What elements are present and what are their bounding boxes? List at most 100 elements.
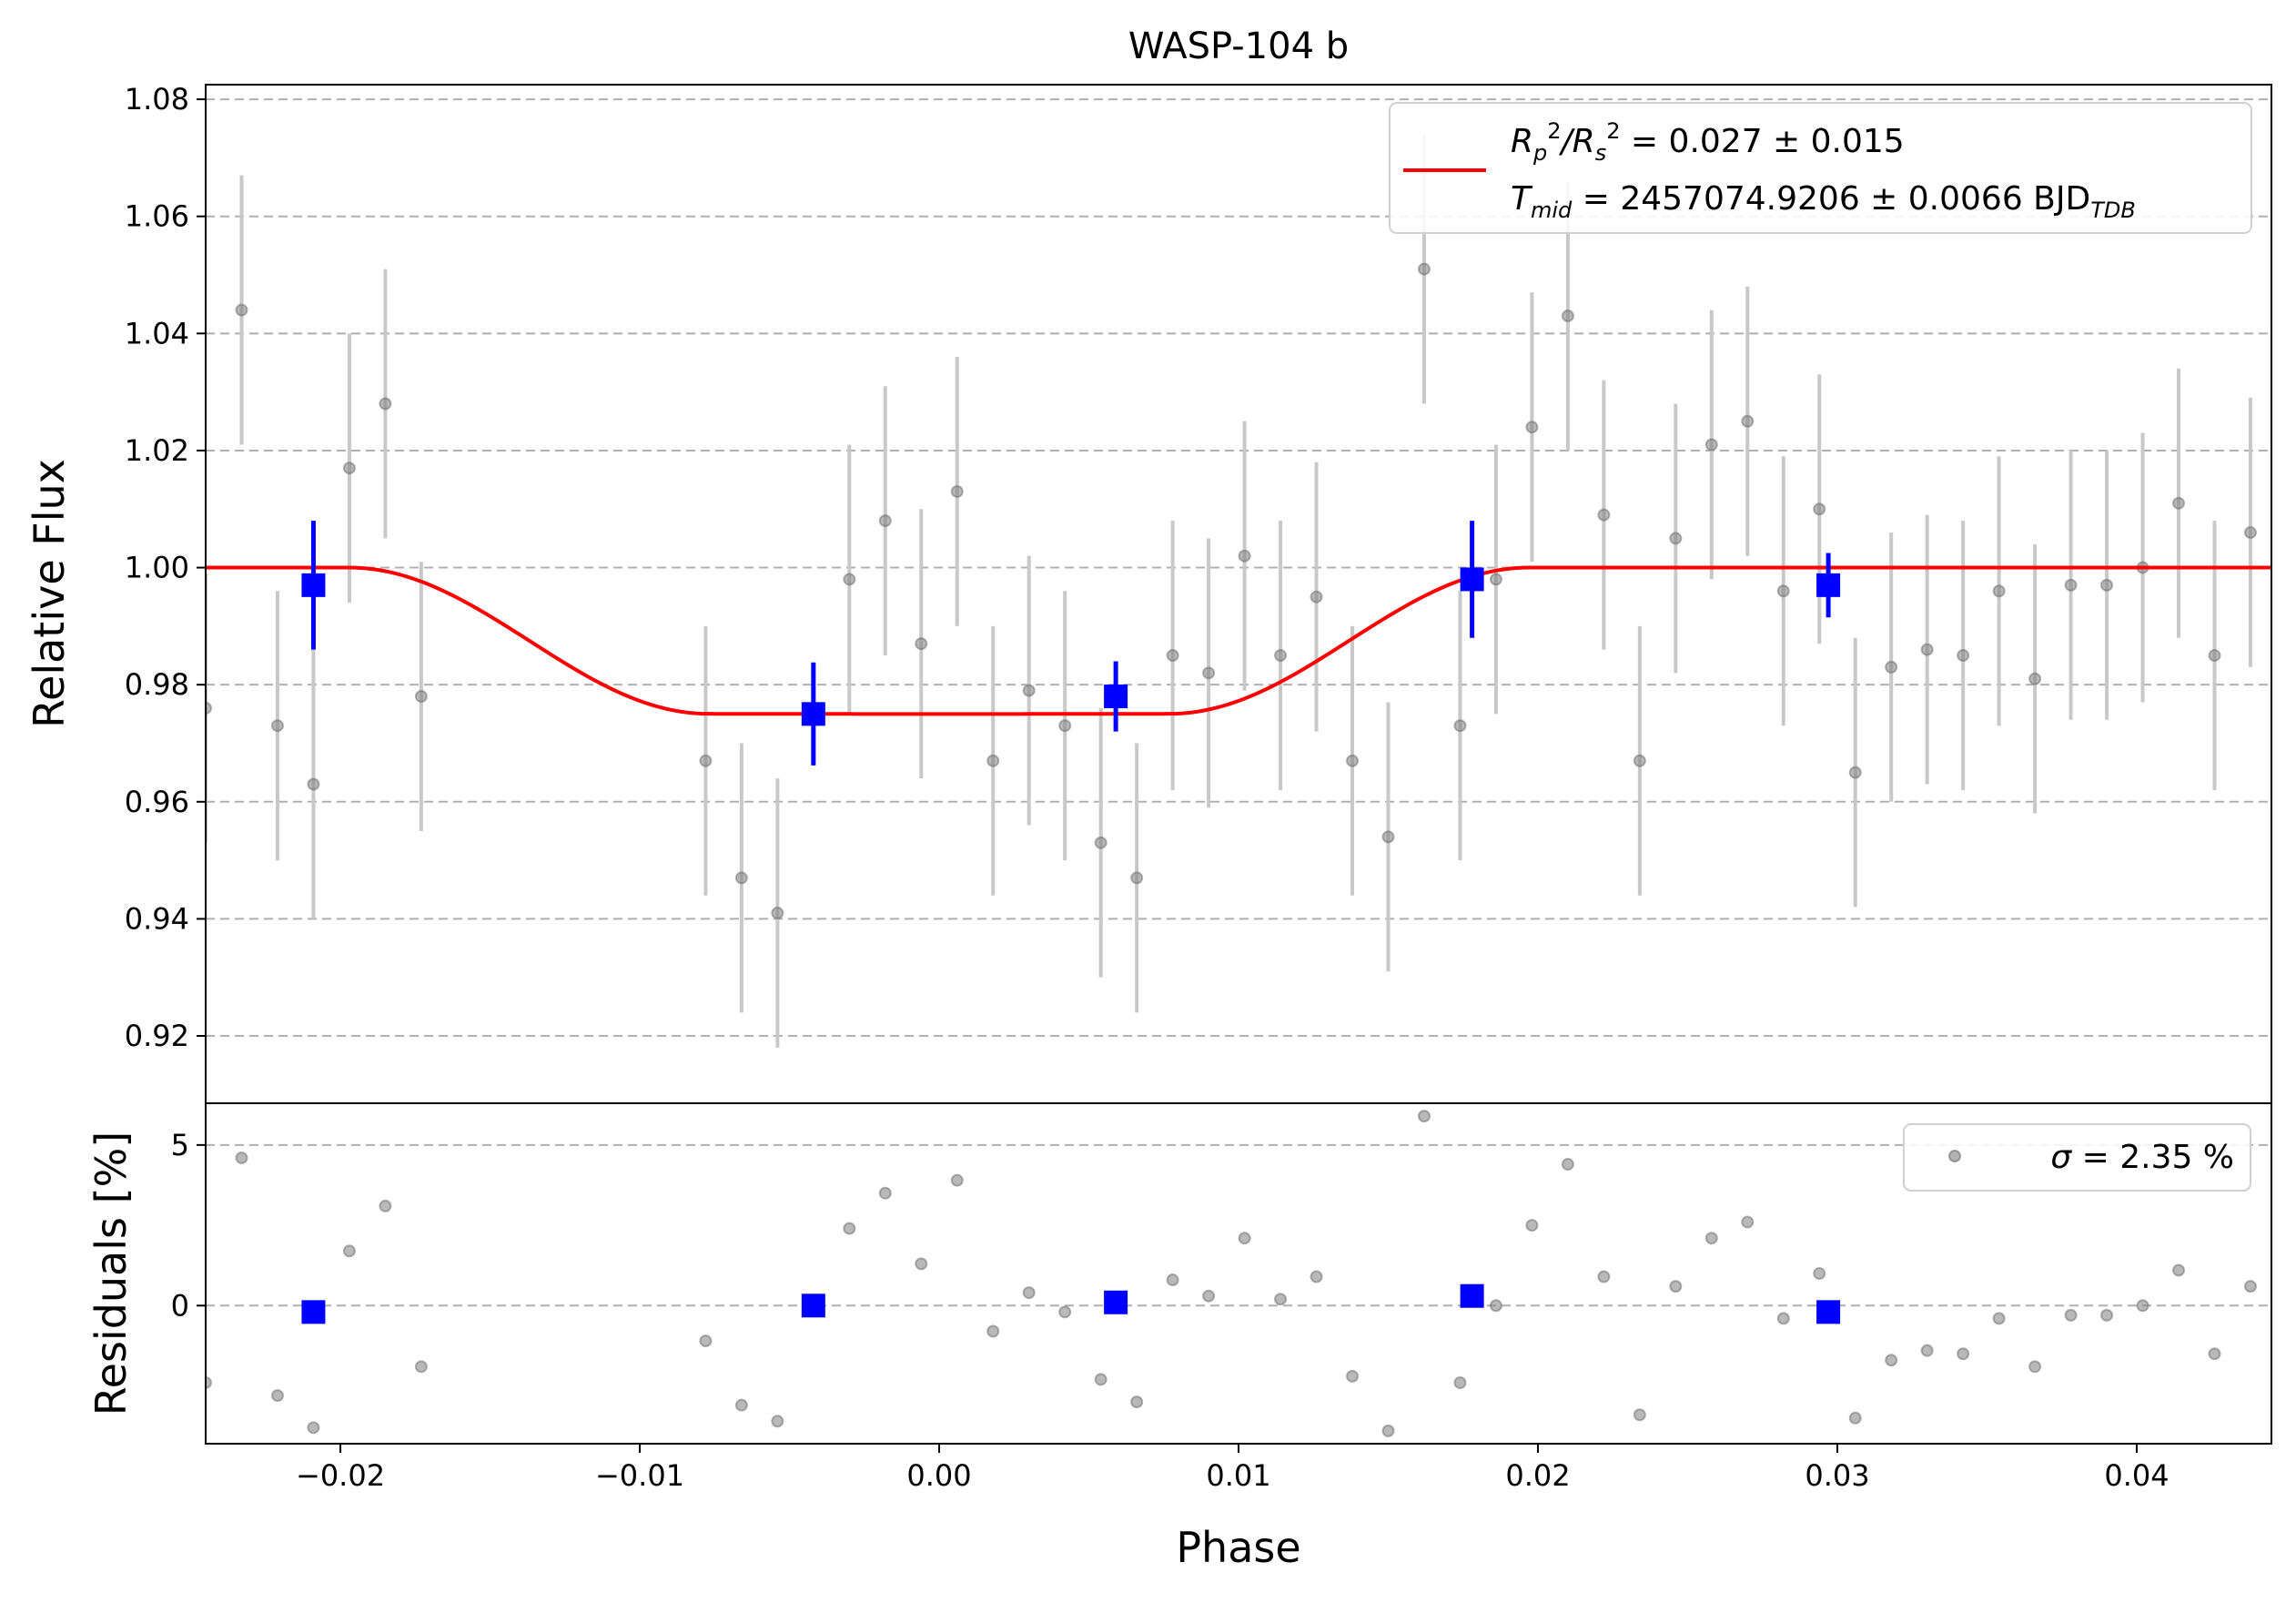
x-tick-label: 0.01 — [1206, 1458, 1270, 1493]
binned-point — [1816, 573, 1841, 597]
raw-point — [2028, 672, 2042, 685]
raw-point — [379, 397, 392, 411]
residual-point — [379, 1199, 392, 1212]
residual-point — [1417, 1110, 1431, 1123]
residual-point — [734, 1398, 748, 1412]
residual-point — [2208, 1347, 2221, 1361]
residual-point — [1453, 1375, 1467, 1389]
raw-point — [843, 573, 856, 586]
binned-residual-point — [301, 1300, 326, 1324]
top-y-tick-label: 0.96 — [125, 785, 189, 819]
residual-points — [206, 1110, 2291, 1437]
binned-residual-point — [1460, 1283, 1484, 1308]
raw-point — [307, 777, 320, 791]
residual-point — [1094, 1373, 1108, 1386]
raw-point — [1022, 684, 1036, 697]
raw-point — [1633, 754, 1646, 767]
residual-point — [1992, 1312, 2006, 1325]
raw-point — [1274, 649, 1288, 663]
x-ticks: −0.02 −0.01 0.00 0.01 0.02 0.03 0.04 — [296, 1444, 2170, 1493]
raw-point — [2243, 525, 2257, 539]
residual-point — [986, 1324, 1000, 1338]
binned-residual-point — [801, 1294, 825, 1318]
raw-point — [1417, 262, 1431, 276]
residual-point — [1633, 1408, 1646, 1422]
residual-point — [342, 1244, 356, 1258]
residual-point — [1848, 1411, 1862, 1425]
residual-point — [2064, 1308, 2078, 1322]
residual-point — [1058, 1305, 1072, 1319]
raw-point — [1669, 532, 1683, 545]
legend-tmid-text: Tmid = 2457074.9206 ± 0.0066 BJDTDB — [1511, 180, 2136, 223]
bottom-y-tick-label: 0 — [171, 1288, 189, 1323]
residual-point — [1669, 1280, 1683, 1294]
raw-point — [1992, 584, 2006, 598]
residual-point — [1022, 1286, 1036, 1300]
top-legend-box — [1389, 102, 2252, 234]
raw-point — [915, 637, 928, 651]
binned-residual-points — [301, 1283, 1841, 1324]
raw-point — [1094, 836, 1108, 849]
raw-point — [878, 514, 892, 528]
legend-residual-marker — [1948, 1150, 1961, 1162]
residual-point — [1885, 1354, 1898, 1367]
residual-point — [1346, 1369, 1360, 1383]
binned-residual-point — [1104, 1290, 1128, 1314]
residual-point — [1274, 1293, 1288, 1306]
bottom-legend: σ = 2.35 % — [1903, 1123, 2251, 1192]
top-binned-points — [301, 521, 1841, 766]
raw-point — [2172, 496, 2186, 510]
top-y-tick-label: 1.04 — [125, 316, 189, 350]
residual-point — [2100, 1308, 2114, 1322]
top-y-tick-label: 0.98 — [125, 667, 189, 702]
residual-point — [1776, 1312, 1790, 1325]
residual-point — [1310, 1270, 1323, 1283]
residual-point — [2281, 1197, 2291, 1208]
residual-point — [843, 1222, 856, 1235]
residual-point — [1525, 1219, 1539, 1233]
raw-point — [1885, 660, 1898, 674]
residual-point — [878, 1186, 892, 1200]
raw-point — [1238, 549, 1251, 563]
raw-point — [1202, 666, 1216, 680]
x-tick-label: −0.02 — [296, 1458, 385, 1493]
raw-point — [206, 701, 212, 715]
raw-point — [270, 719, 284, 733]
residual-point — [1704, 1232, 1718, 1245]
bottom-y-tick-label: 5 — [171, 1128, 189, 1162]
raw-point — [1597, 508, 1611, 522]
raw-point — [2064, 578, 2078, 592]
residual-point — [699, 1334, 713, 1348]
residual-point — [1561, 1158, 1574, 1172]
residual-point — [1957, 1347, 1970, 1361]
raw-point — [1741, 414, 1755, 428]
residual-point — [2028, 1360, 2042, 1374]
raw-point — [986, 754, 1000, 767]
raw-point — [414, 690, 428, 704]
residual-point — [1920, 1344, 1934, 1357]
residual-point — [235, 1151, 248, 1164]
residual-point — [950, 1173, 964, 1187]
raw-point — [2208, 649, 2221, 663]
raw-point — [771, 906, 784, 919]
raw-point — [1561, 309, 1574, 323]
transit-model — [206, 565, 2271, 716]
top-y-tick-label: 0.92 — [125, 1019, 189, 1053]
model-curve — [206, 565, 2271, 716]
residual-point — [2136, 1299, 2149, 1313]
residual-point — [1166, 1273, 1179, 1287]
residual-point — [1489, 1299, 1502, 1313]
raw-point — [950, 484, 964, 498]
raw-point — [1489, 573, 1502, 586]
raw-point — [1058, 719, 1072, 733]
top-y-tick-label: 1.00 — [125, 551, 189, 585]
residual-point — [414, 1360, 428, 1374]
raw-point — [235, 303, 248, 317]
raw-point — [1310, 590, 1323, 604]
raw-point — [1920, 643, 1934, 656]
raw-point — [1130, 871, 1144, 885]
x-tick-label: 0.03 — [1805, 1458, 1869, 1493]
raw-point — [1776, 584, 1790, 598]
residual-point — [206, 1375, 212, 1389]
raw-point — [699, 754, 713, 767]
